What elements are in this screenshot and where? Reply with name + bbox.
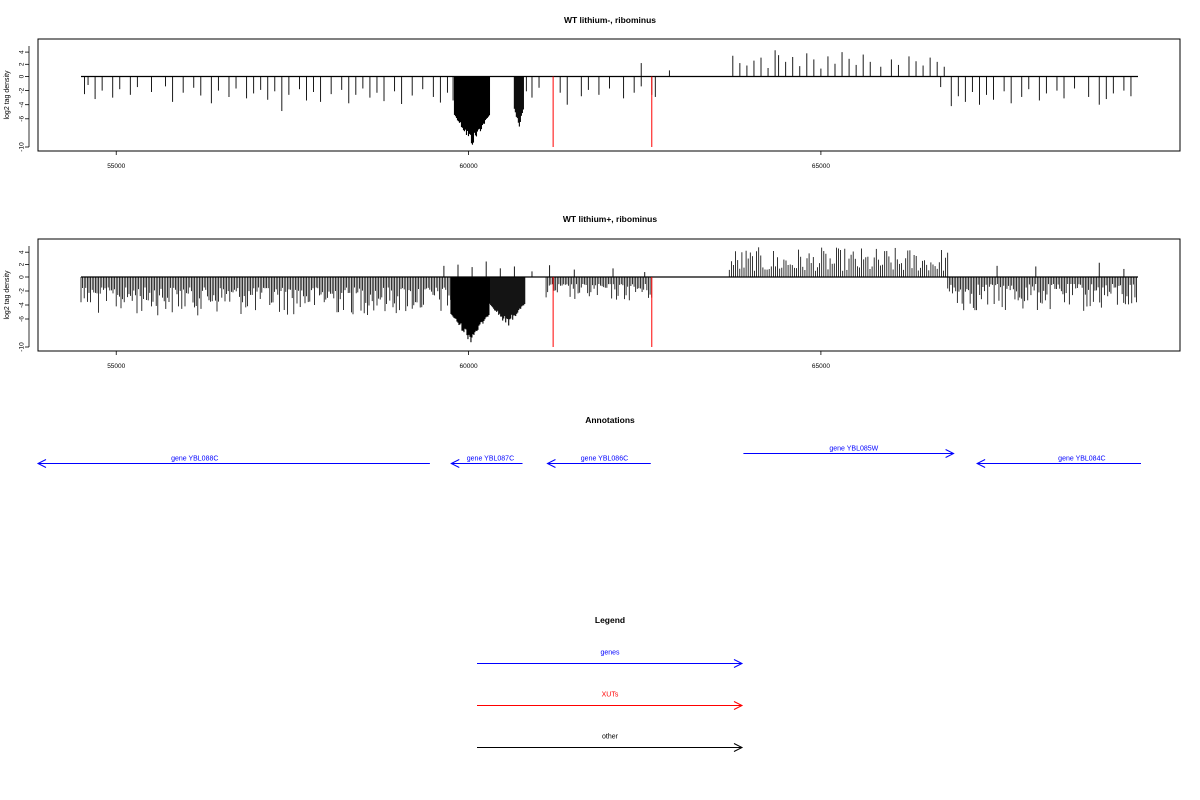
y-tick-label: -4: [19, 302, 26, 308]
y-tick-label: -10: [19, 142, 26, 152]
arrow-head: [450, 459, 460, 468]
x-tick-label: 65000: [812, 163, 830, 170]
y-axis-label: log2 tag density: [4, 70, 11, 120]
legend-item: other: [477, 734, 744, 752]
track-title: WT lithium+, ribominus: [563, 214, 657, 224]
track-panel-lithium-plus: WT lithium+, ribominus log2 tag density …: [4, 214, 1181, 370]
x-tick-label: 55000: [107, 363, 125, 370]
y-tick-label: 2: [19, 262, 26, 266]
y-tick-label: -6: [19, 316, 26, 322]
legend-arrow-head: [733, 743, 744, 752]
gene-arrow: gene YBL088C: [36, 456, 430, 468]
y-tick-label: 0: [19, 275, 26, 279]
gene-arrow: gene YBL086C: [546, 456, 651, 468]
track-panel-lithium-minus: WT lithium-, ribominus log2 tag density …: [4, 15, 1181, 170]
legend-arrow-head: [733, 659, 744, 668]
gene-label: gene YBL085W: [829, 446, 878, 453]
legend: Legend genes XUTs other: [477, 615, 744, 752]
annotations-track: Annotations gene YBL088C gene YBL087C gene…: [36, 415, 1141, 468]
arrow-head: [945, 449, 955, 458]
legend-label: genes: [600, 650, 620, 657]
gene-label: gene YBL084C: [1058, 456, 1105, 463]
gene-label: gene YBL087C: [467, 456, 514, 463]
y-tick-label: -2: [19, 288, 26, 294]
gene-label: gene YBL088C: [171, 456, 218, 463]
y-tick-label: -4: [19, 101, 26, 107]
legend-arrow-head: [733, 701, 744, 710]
y-axis-label: log2 tag density: [4, 270, 11, 320]
gene-arrows: gene YBL088C gene YBL087C gene YBL086C gene…: [36, 446, 1141, 468]
plot-frame: [37, 38, 1181, 152]
y-axis: 4 2 0 -2 -4 -6 -10: [19, 246, 30, 352]
legend-item: genes: [477, 650, 744, 668]
annotations-title: Annotations: [585, 415, 635, 425]
x-axis: 55000 60000 65000: [107, 151, 830, 170]
plot-frame: [37, 238, 1181, 352]
y-tick-label: 4: [19, 250, 26, 254]
y-tick-label: -6: [19, 116, 26, 122]
arrow-head: [36, 459, 47, 468]
legend-title: Legend: [595, 615, 625, 625]
gene-arrow: gene YBL085W: [743, 446, 955, 458]
y-tick-label: -10: [19, 342, 26, 352]
legend-item: XUTs: [477, 692, 744, 710]
signal-marks: [81, 50, 1138, 147]
y-tick-label: 4: [19, 50, 26, 54]
gene-arrow: gene YBL084C: [975, 456, 1141, 468]
y-tick-label: 2: [19, 62, 26, 66]
track-title: WT lithium-, ribominus: [564, 15, 656, 25]
arrow-head: [975, 459, 986, 468]
gene-arrow: gene YBL087C: [450, 456, 523, 468]
legend-items: genes XUTs other: [477, 650, 744, 752]
x-tick-label: 55000: [107, 163, 125, 170]
y-axis: 4 2 0 -2 -4 -6 -10: [19, 46, 30, 152]
x-axis: 55000 60000 65000: [107, 351, 830, 370]
legend-label: other: [602, 734, 619, 741]
y-tick-label: 0: [19, 74, 26, 78]
x-tick-label: 65000: [812, 363, 830, 370]
gene-label: gene YBL086C: [581, 456, 628, 463]
y-tick-label: -2: [19, 87, 26, 93]
signal-marks: [80, 247, 1138, 347]
x-tick-label: 60000: [460, 363, 478, 370]
arrow-head: [546, 459, 556, 468]
x-tick-label: 60000: [460, 163, 478, 170]
legend-label: XUTs: [602, 692, 619, 699]
